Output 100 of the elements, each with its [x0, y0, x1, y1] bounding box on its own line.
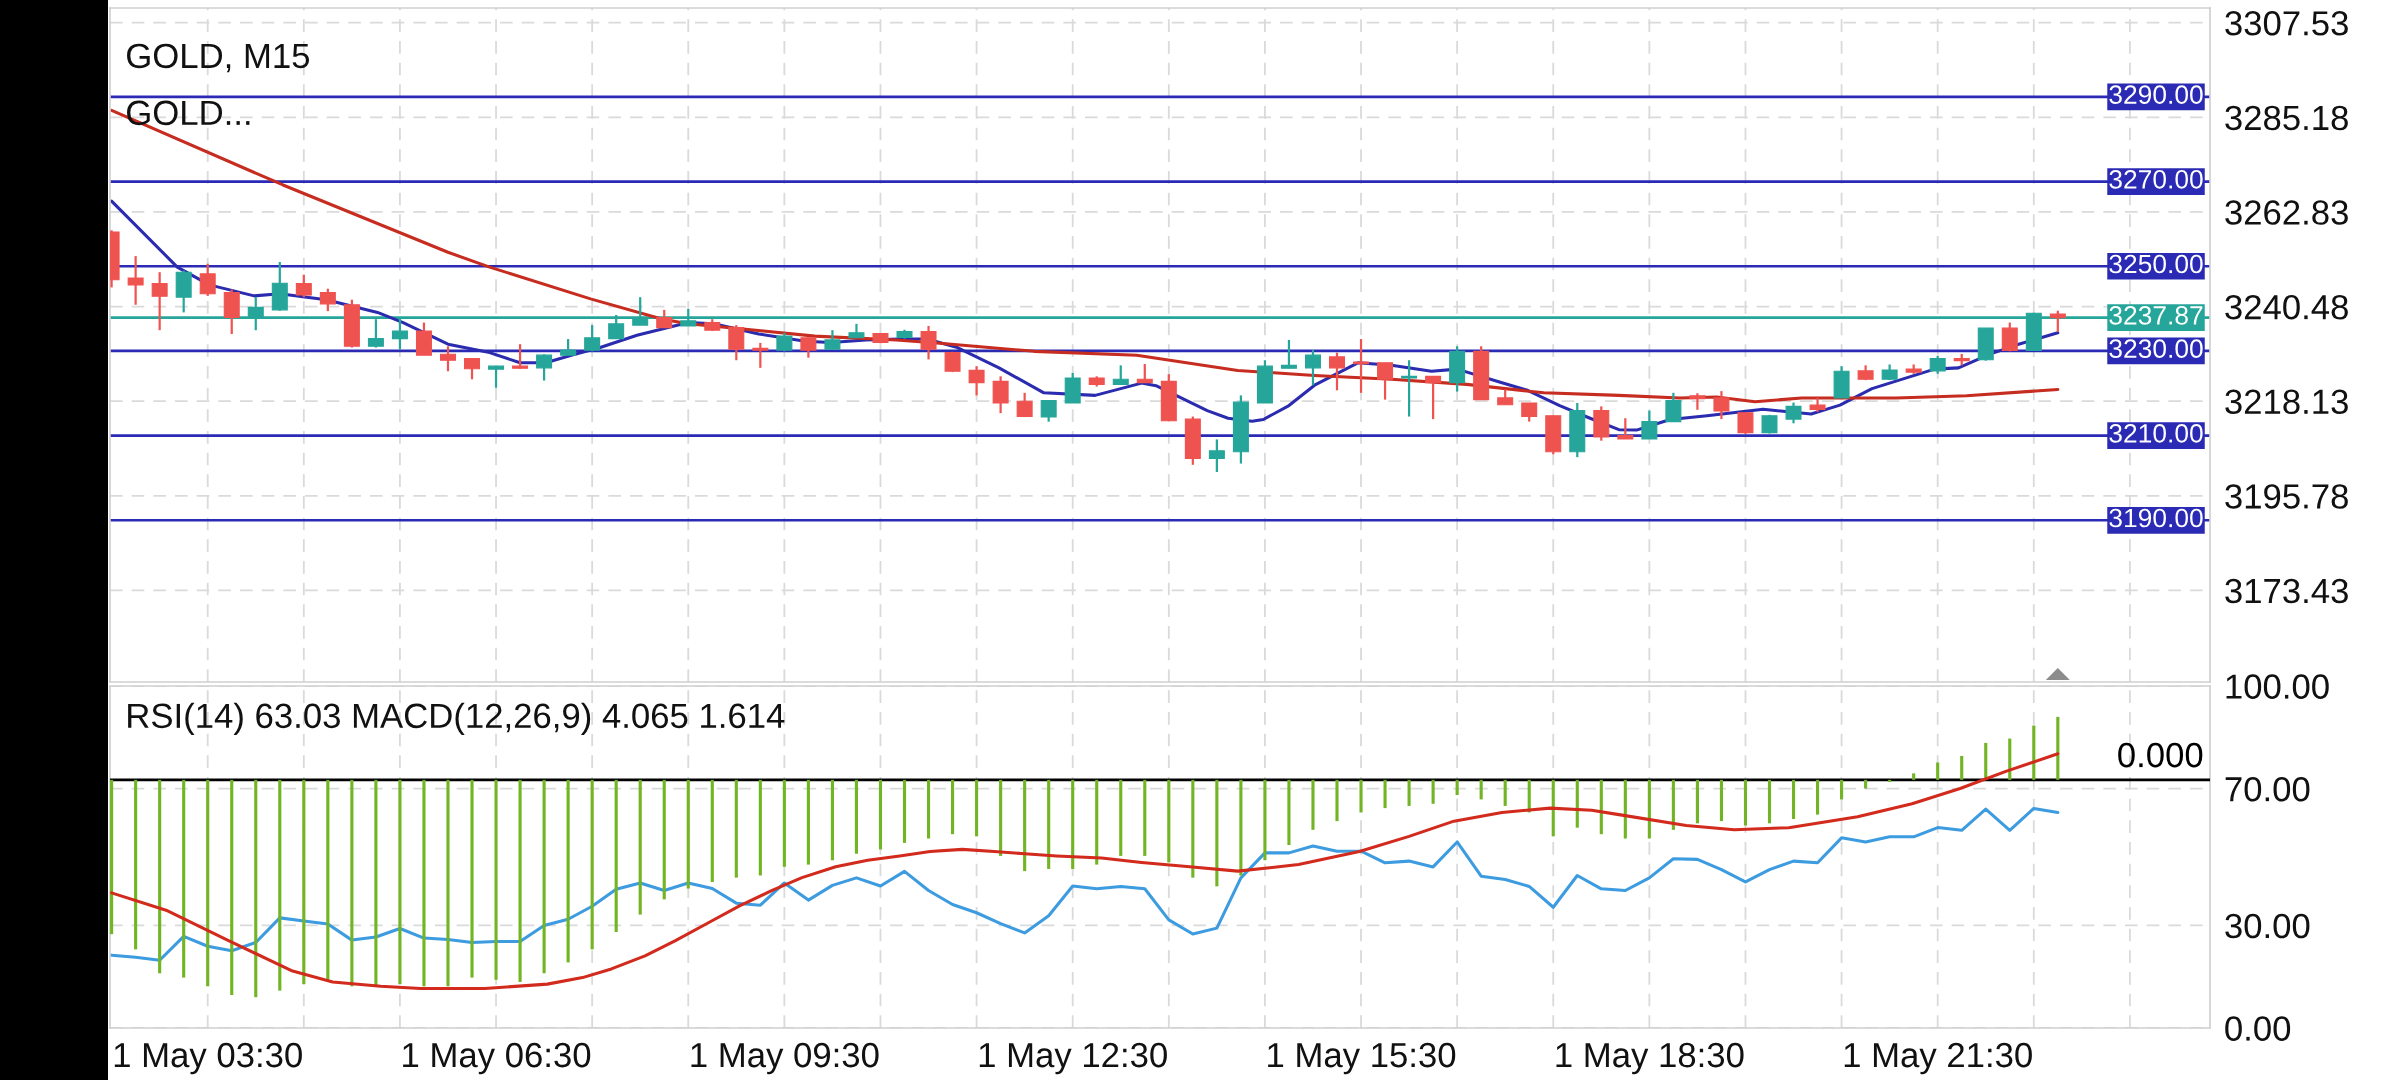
candlestick [127, 254, 144, 306]
candlestick [728, 323, 745, 362]
bar [2056, 716, 2060, 780]
bar [758, 779, 762, 876]
bar [902, 779, 907, 843]
candlestick [584, 323, 601, 353]
y-tick-label: 3285.18 [2225, 105, 2348, 131]
bar [302, 779, 306, 985]
y-tick-label: 70.00 [2225, 776, 2310, 802]
ref-line-label: 3237.87 [2109, 306, 2203, 325]
candlestick [151, 271, 168, 332]
y-tick-label: 3262.83 [2225, 200, 2348, 225]
bar [806, 779, 810, 865]
bar [110, 779, 114, 935]
bar [566, 779, 570, 963]
x-tick-label: 1 May 15:30 [1268, 1042, 1456, 1075]
x-tick-label: 1 May 12:30 [979, 1042, 1167, 1075]
bar [518, 779, 522, 982]
chart-title: RSI(14) 63.03 MACD(12,26,9) 4.065 1.614 [128, 702, 785, 736]
text: GOLD... [127, 100, 250, 126]
bar [1143, 779, 1147, 856]
bar [878, 779, 883, 850]
bar [350, 779, 354, 987]
bar [134, 779, 138, 950]
text: GOLD, M15 [127, 43, 310, 73]
x-tick-label: 1 May 03:30 [114, 1042, 302, 1075]
bar [278, 779, 282, 991]
bar [1239, 779, 1243, 876]
ref-line-label: 3210.00 [2109, 424, 2203, 443]
bar [1095, 779, 1099, 865]
bar [1840, 779, 1844, 800]
candlestick [1353, 337, 1370, 394]
candlestick [319, 287, 336, 313]
candlestick [1737, 411, 1754, 436]
candlestick [1617, 417, 1634, 441]
candlestick [439, 345, 456, 373]
y-tick-label: 100.00 [2226, 674, 2329, 699]
bar [1864, 779, 1868, 789]
candlestick [2001, 321, 2018, 353]
bar [422, 779, 426, 987]
bar [975, 779, 979, 837]
candlestick [752, 341, 769, 369]
bar [1407, 779, 1411, 806]
bar [1743, 779, 1748, 826]
y-tick-label: 3218.13 [2225, 389, 2348, 415]
candlestick [1401, 359, 1418, 418]
x-tick-label: 1 May 21:30 [1844, 1042, 2032, 1075]
bar [854, 779, 859, 854]
candlestick [920, 324, 937, 361]
bar [1455, 779, 1459, 796]
bar [1671, 779, 1675, 830]
bar [254, 779, 258, 998]
bar [1719, 779, 1723, 822]
bar [1912, 773, 1916, 780]
candlestick [1208, 438, 1225, 474]
ref-line-label: 3230.00 [2109, 339, 2203, 359]
candlestick [1136, 362, 1153, 384]
bar [1647, 779, 1651, 839]
bar [1936, 762, 1940, 780]
bar [1960, 755, 1964, 780]
candlestick [295, 273, 312, 299]
candlestick [1665, 391, 1682, 423]
y-tick-label: 3307.53 [2225, 11, 2348, 36]
candlestick [968, 365, 985, 397]
bar [614, 779, 618, 932]
bar [1071, 779, 1075, 869]
candlestick [992, 375, 1009, 415]
candlestick [464, 357, 481, 381]
bar [1575, 779, 1579, 828]
candlestick [1040, 399, 1057, 423]
candlestick [1713, 390, 1730, 421]
bar [999, 779, 1003, 856]
candlestick [1304, 348, 1321, 387]
candlestick [512, 343, 529, 370]
candlestick [1328, 351, 1346, 392]
bar [734, 779, 738, 878]
candlestick [2049, 309, 2066, 333]
bar [1119, 779, 1123, 856]
y-tick-label: 30.00 [2225, 913, 2310, 939]
bar [326, 779, 330, 980]
bar [710, 779, 714, 882]
bar [782, 779, 786, 867]
bar [830, 779, 834, 861]
bar [1191, 779, 1195, 878]
bar [470, 779, 474, 978]
bar [206, 779, 210, 987]
bar [662, 779, 666, 900]
bar [1383, 779, 1387, 809]
bar [1551, 779, 1555, 837]
bar [686, 779, 690, 889]
bar [1984, 742, 1988, 780]
bar [638, 779, 642, 915]
bar [158, 779, 162, 974]
bar [494, 779, 498, 980]
y-tick-label: 3195.78 [2225, 484, 2348, 509]
ref-line-label: 0.000 [2118, 742, 2203, 768]
bar [951, 779, 955, 835]
candlestick [1377, 361, 1394, 401]
bar [1503, 779, 1507, 806]
x-tick-label: 1 May 09:30 [691, 1042, 879, 1075]
